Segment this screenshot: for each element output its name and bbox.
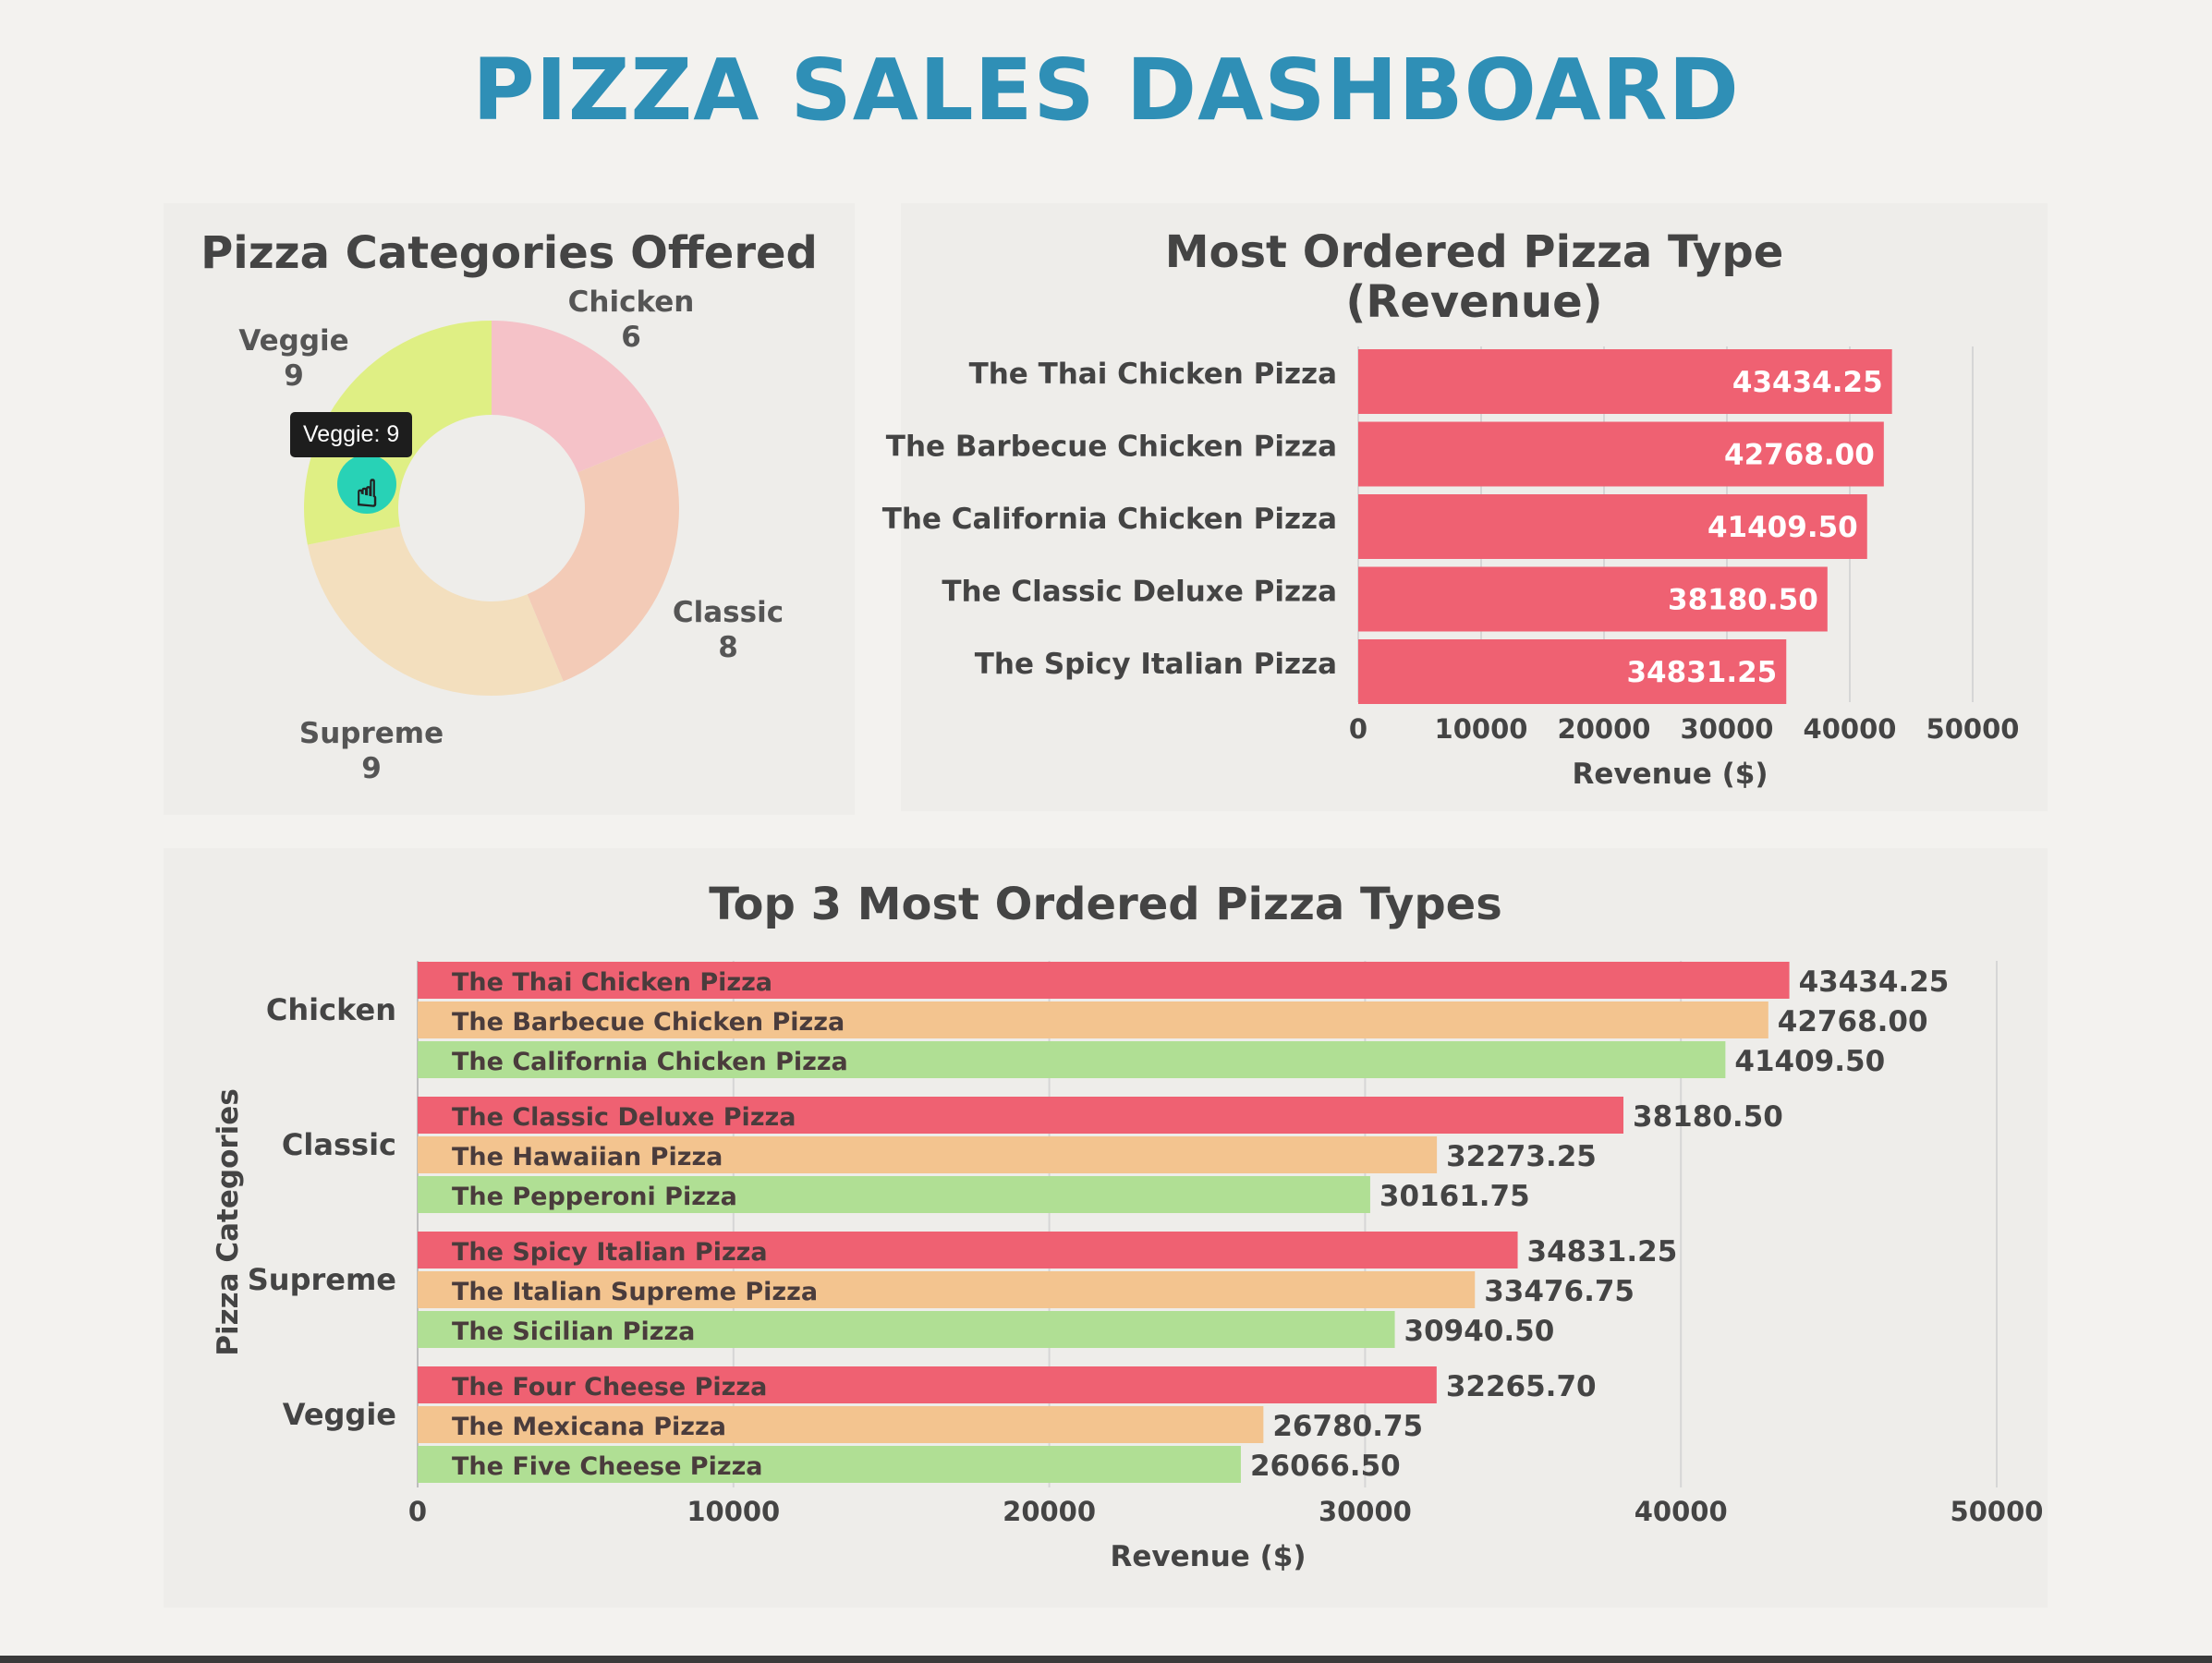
bar[interactable] [418, 1271, 1476, 1308]
x-tick-label: 50000 [1926, 713, 2020, 745]
bar-chart-title-line1: Most Ordered Pizza Type [1164, 226, 1784, 278]
grouped-panel: Top 3 Most Ordered Pizza Types 0 10000 200… [164, 848, 2048, 1608]
bar-value-label: 38180.50 [1633, 1100, 1783, 1134]
bottom-edge [0, 1656, 2212, 1663]
bar-name-label: The Thai Chicken Pizza [452, 968, 772, 997]
bar[interactable] [1358, 639, 1787, 704]
bar[interactable] [1358, 349, 1892, 414]
bar[interactable] [418, 1097, 1624, 1134]
bar[interactable] [418, 1311, 1395, 1348]
x-axis-label: Revenue ($) [1573, 758, 1768, 791]
bar[interactable] [1358, 421, 1884, 487]
bar-chart: 0 10000 20000 30000 40000 50000 43434.25 The Th… [882, 346, 2020, 791]
bar-value-label: 43434.25 [1732, 366, 1883, 399]
dashboard-title: PIZZA SALES DASHBOARD [472, 41, 1740, 140]
bar-category-label: The Thai Chicken Pizza [969, 358, 1337, 391]
bar-value-label: 41409.50 [1734, 1045, 1885, 1078]
x-tick-label: 40000 [1804, 713, 1897, 745]
x-tick-label: 10000 [1435, 713, 1528, 745]
bar-category-label: The Spicy Italian Pizza [975, 648, 1337, 681]
donut-label-supreme: Supreme [299, 717, 444, 750]
bar[interactable] [418, 1366, 1437, 1403]
bar-name-label: The Spicy Italian Pizza [452, 1238, 768, 1267]
bar[interactable] [418, 1041, 1726, 1078]
bar-value-label: 26066.50 [1250, 1450, 1401, 1483]
bar-category-label: The Barbecue Chicken Pizza [886, 431, 1337, 464]
group-label-veggie: Veggie [283, 1397, 396, 1432]
bar-name-label: The Mexicana Pizza [452, 1413, 726, 1441]
grouped-chart-title: Top 3 Most Ordered Pizza Types [709, 879, 1502, 930]
bar-value-label: 42768.00 [1778, 1005, 1928, 1038]
donut-slice-classic[interactable] [527, 436, 679, 682]
donut-label-veggie: Veggie [238, 324, 348, 358]
bar-value-label: 32273.25 [1446, 1140, 1597, 1173]
group-label-classic: Classic [282, 1127, 396, 1162]
x-tick-label: 40000 [1635, 1496, 1728, 1527]
hand-cursor-icon: ☝ [356, 473, 378, 516]
donut-value-supreme: 9 [361, 752, 382, 785]
bar-value-label: 26780.75 [1272, 1410, 1423, 1443]
bar[interactable] [418, 1406, 1264, 1443]
y-axis-label: Pizza Categories [212, 1088, 245, 1356]
bar[interactable] [1358, 566, 1828, 632]
x-tick-label: 10000 [687, 1496, 780, 1527]
bar-name-label: The Hawaiian Pizza [452, 1143, 723, 1171]
group-label-supreme: Supreme [248, 1262, 396, 1297]
bar-value-label: 32265.70 [1446, 1370, 1597, 1403]
bar[interactable] [418, 1001, 1768, 1038]
bar-value-label: 42768.00 [1724, 439, 1875, 472]
bar[interactable] [418, 1232, 1518, 1268]
bar-value-label: 41409.50 [1708, 511, 1858, 544]
donut-value-chicken: 6 [621, 321, 641, 354]
bar-category-label: The Classic Deluxe Pizza [942, 576, 1337, 609]
bar-name-label: The Four Cheese Pizza [452, 1373, 767, 1402]
donut-label-classic: Classic [673, 596, 784, 629]
bar-panel: Most Ordered Pizza Type (Revenue) 0 10000… [882, 203, 2048, 811]
x-tick-label: 20000 [1003, 1496, 1096, 1527]
x-tick-label: 0 [1349, 713, 1367, 745]
x-tick-label: 30000 [1681, 713, 1774, 745]
bar[interactable] [418, 1136, 1438, 1173]
x-tick-label: 50000 [1951, 1496, 2044, 1527]
bar-value-label: 30940.50 [1404, 1315, 1555, 1348]
bar-name-label: The Italian Supreme Pizza [452, 1278, 818, 1306]
donut-panel: Pizza Categories Offered Chicken 6 Classic… [164, 203, 855, 815]
bar-value-label: 43434.25 [1799, 965, 1950, 999]
donut-chart-title: Pizza Categories Offered [201, 227, 818, 279]
bar-value-label: 34831.25 [1527, 1235, 1678, 1268]
donut-value-veggie: 9 [284, 359, 304, 393]
bar-chart-title: Most Ordered Pizza Type (Revenue) [901, 226, 2048, 328]
x-tick-label: 0 [408, 1496, 427, 1527]
donut-slice-chicken[interactable] [492, 321, 665, 473]
donut-slice-supreme[interactable] [307, 526, 564, 696]
x-tick-label: 20000 [1558, 713, 1651, 745]
bar[interactable] [418, 1446, 1241, 1483]
x-axis-label: Revenue ($) [1111, 1540, 1307, 1573]
bar-name-label: The Pepperoni Pizza [452, 1183, 737, 1211]
bar-value-label: 33476.75 [1484, 1275, 1635, 1308]
bar-chart-title-line2: (Revenue) [1345, 275, 1603, 328]
donut-value-classic: 8 [718, 631, 738, 664]
bar[interactable] [1358, 494, 1867, 559]
bar-category-label: The California Chicken Pizza [882, 503, 1337, 536]
bar-value-label: 38180.50 [1668, 584, 1818, 617]
group-label-chicken: Chicken [266, 992, 396, 1027]
bar[interactable] [418, 962, 1790, 999]
grouped-bar-chart: 0 10000 20000 30000 40000 50000 Chicken The Tha… [212, 961, 2044, 1573]
bar-value-label: 34831.25 [1626, 656, 1777, 689]
hover-marker [337, 455, 396, 514]
bar-name-label: The California Chicken Pizza [452, 1048, 848, 1076]
bar-name-label: The Five Cheese Pizza [452, 1452, 763, 1481]
bar-name-label: The Sicilian Pizza [452, 1317, 695, 1346]
donut-label-chicken: Chicken [568, 285, 695, 319]
bar-name-label: The Barbecue Chicken Pizza [452, 1008, 845, 1037]
x-tick-label: 30000 [1319, 1496, 1412, 1527]
chart-tooltip: Veggie: 9 [290, 412, 413, 457]
bar[interactable] [418, 1176, 1370, 1213]
bar-value-label: 30161.75 [1379, 1180, 1530, 1213]
bar-name-label: The Classic Deluxe Pizza [452, 1103, 796, 1132]
